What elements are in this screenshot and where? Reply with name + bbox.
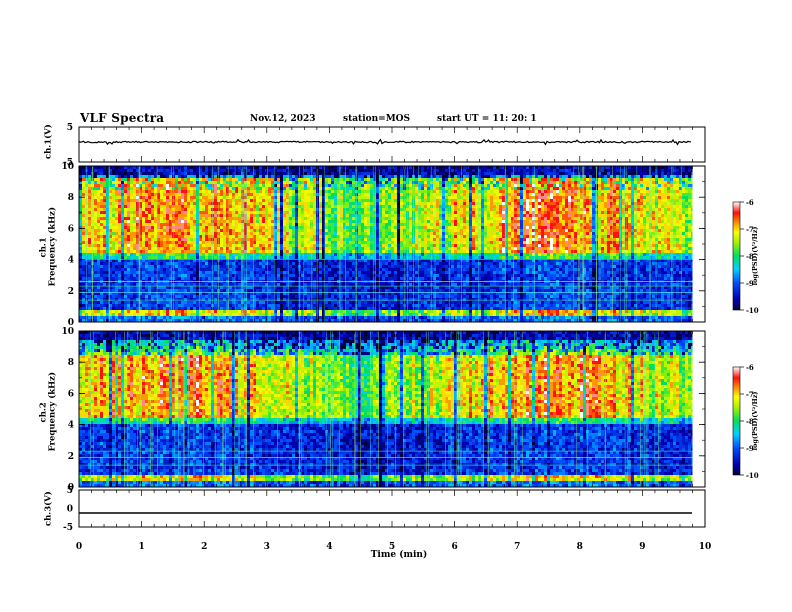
- time-tick-label: 2: [201, 542, 207, 552]
- ch3-waveform-ticks: 5 0 -5: [63, 486, 705, 533]
- ch1-wave-tick-label: 5: [67, 123, 73, 133]
- time-tick-label: 6: [451, 542, 457, 552]
- ch1-spectrogram-image: [79, 166, 705, 322]
- ch1-spec-tick-label: 2: [68, 287, 74, 297]
- ch1-waveform-trace: [79, 140, 691, 145]
- ch1-spec-tick-label: 10: [61, 162, 74, 172]
- colorbar-tick-label: -8: [746, 417, 754, 426]
- ch3-wave-tick-label: 5: [67, 486, 73, 496]
- ch2-colorbar: -6 -7 -8 -9 -10: [733, 363, 759, 480]
- colorbar-tick-label: -8: [746, 252, 754, 261]
- ch2-spec-tick-label: 6: [68, 389, 74, 399]
- time-tick-label: 10: [699, 542, 712, 552]
- colorbar-tick-label: -6: [746, 363, 754, 372]
- vlf-spectra-figure: 5-5 0246810 0246810 50-5 -6-7-8-9-10 -6-…: [0, 0, 792, 612]
- ch1-colorbar: -6 -7 -8 -9 -10: [733, 198, 759, 315]
- time-tick-label: 4: [326, 542, 332, 552]
- colorbar-tick-label: -6: [746, 198, 754, 207]
- time-axis-label: Time (min): [371, 549, 428, 560]
- ch2-spec-tick-label: 8: [68, 358, 74, 368]
- time-tick-label: 0: [76, 542, 82, 552]
- ch2-spec-tick-label: 10: [61, 327, 74, 337]
- colorbar-tick-label: -10: [746, 471, 759, 480]
- time-tick-label: 3: [264, 542, 270, 552]
- ch1-spec-tick-label: 8: [68, 193, 74, 203]
- time-tick-label: 8: [577, 542, 583, 552]
- ch1-spec-tick-label: 6: [68, 224, 74, 234]
- ch1-spec-tick-label: 4: [68, 256, 74, 266]
- ch2-spec-tick-label: 2: [68, 452, 74, 462]
- ch2-colorbar-gradient: [733, 367, 740, 475]
- ch3-waveform-panel: 5 0 -5: [63, 486, 705, 533]
- time-tick-label: 7: [514, 542, 520, 552]
- time-tick-label: 1: [138, 542, 144, 552]
- time-tick-label: 9: [639, 542, 645, 552]
- ch2-spec-tick-label: 4: [68, 421, 74, 431]
- colorbar-tick-label: -9: [746, 444, 754, 453]
- colorbar-tick-label: -7: [746, 225, 754, 234]
- ch2-spectrogram-image: [79, 331, 705, 487]
- colorbar-tick-label: -7: [746, 390, 754, 399]
- ch1-waveform-line: [79, 140, 691, 145]
- ch1-waveform-ticks: 5-5: [63, 123, 705, 168]
- ch2-colorbar-ticks: -6 -7 -8 -9 -10: [740, 363, 759, 480]
- ch3-wave-tick-label: -5: [63, 523, 73, 533]
- ch1-colorbar-ticks: -6 -7 -8 -9 -10: [740, 198, 759, 315]
- ch1-waveform-panel: 5-5: [63, 123, 705, 168]
- ch1-colorbar-gradient: [733, 202, 740, 310]
- colorbar-tick-label: -10: [746, 306, 759, 315]
- ch3-wave-tick-label: 0: [67, 505, 73, 515]
- colorbar-tick-label: -9: [746, 279, 754, 288]
